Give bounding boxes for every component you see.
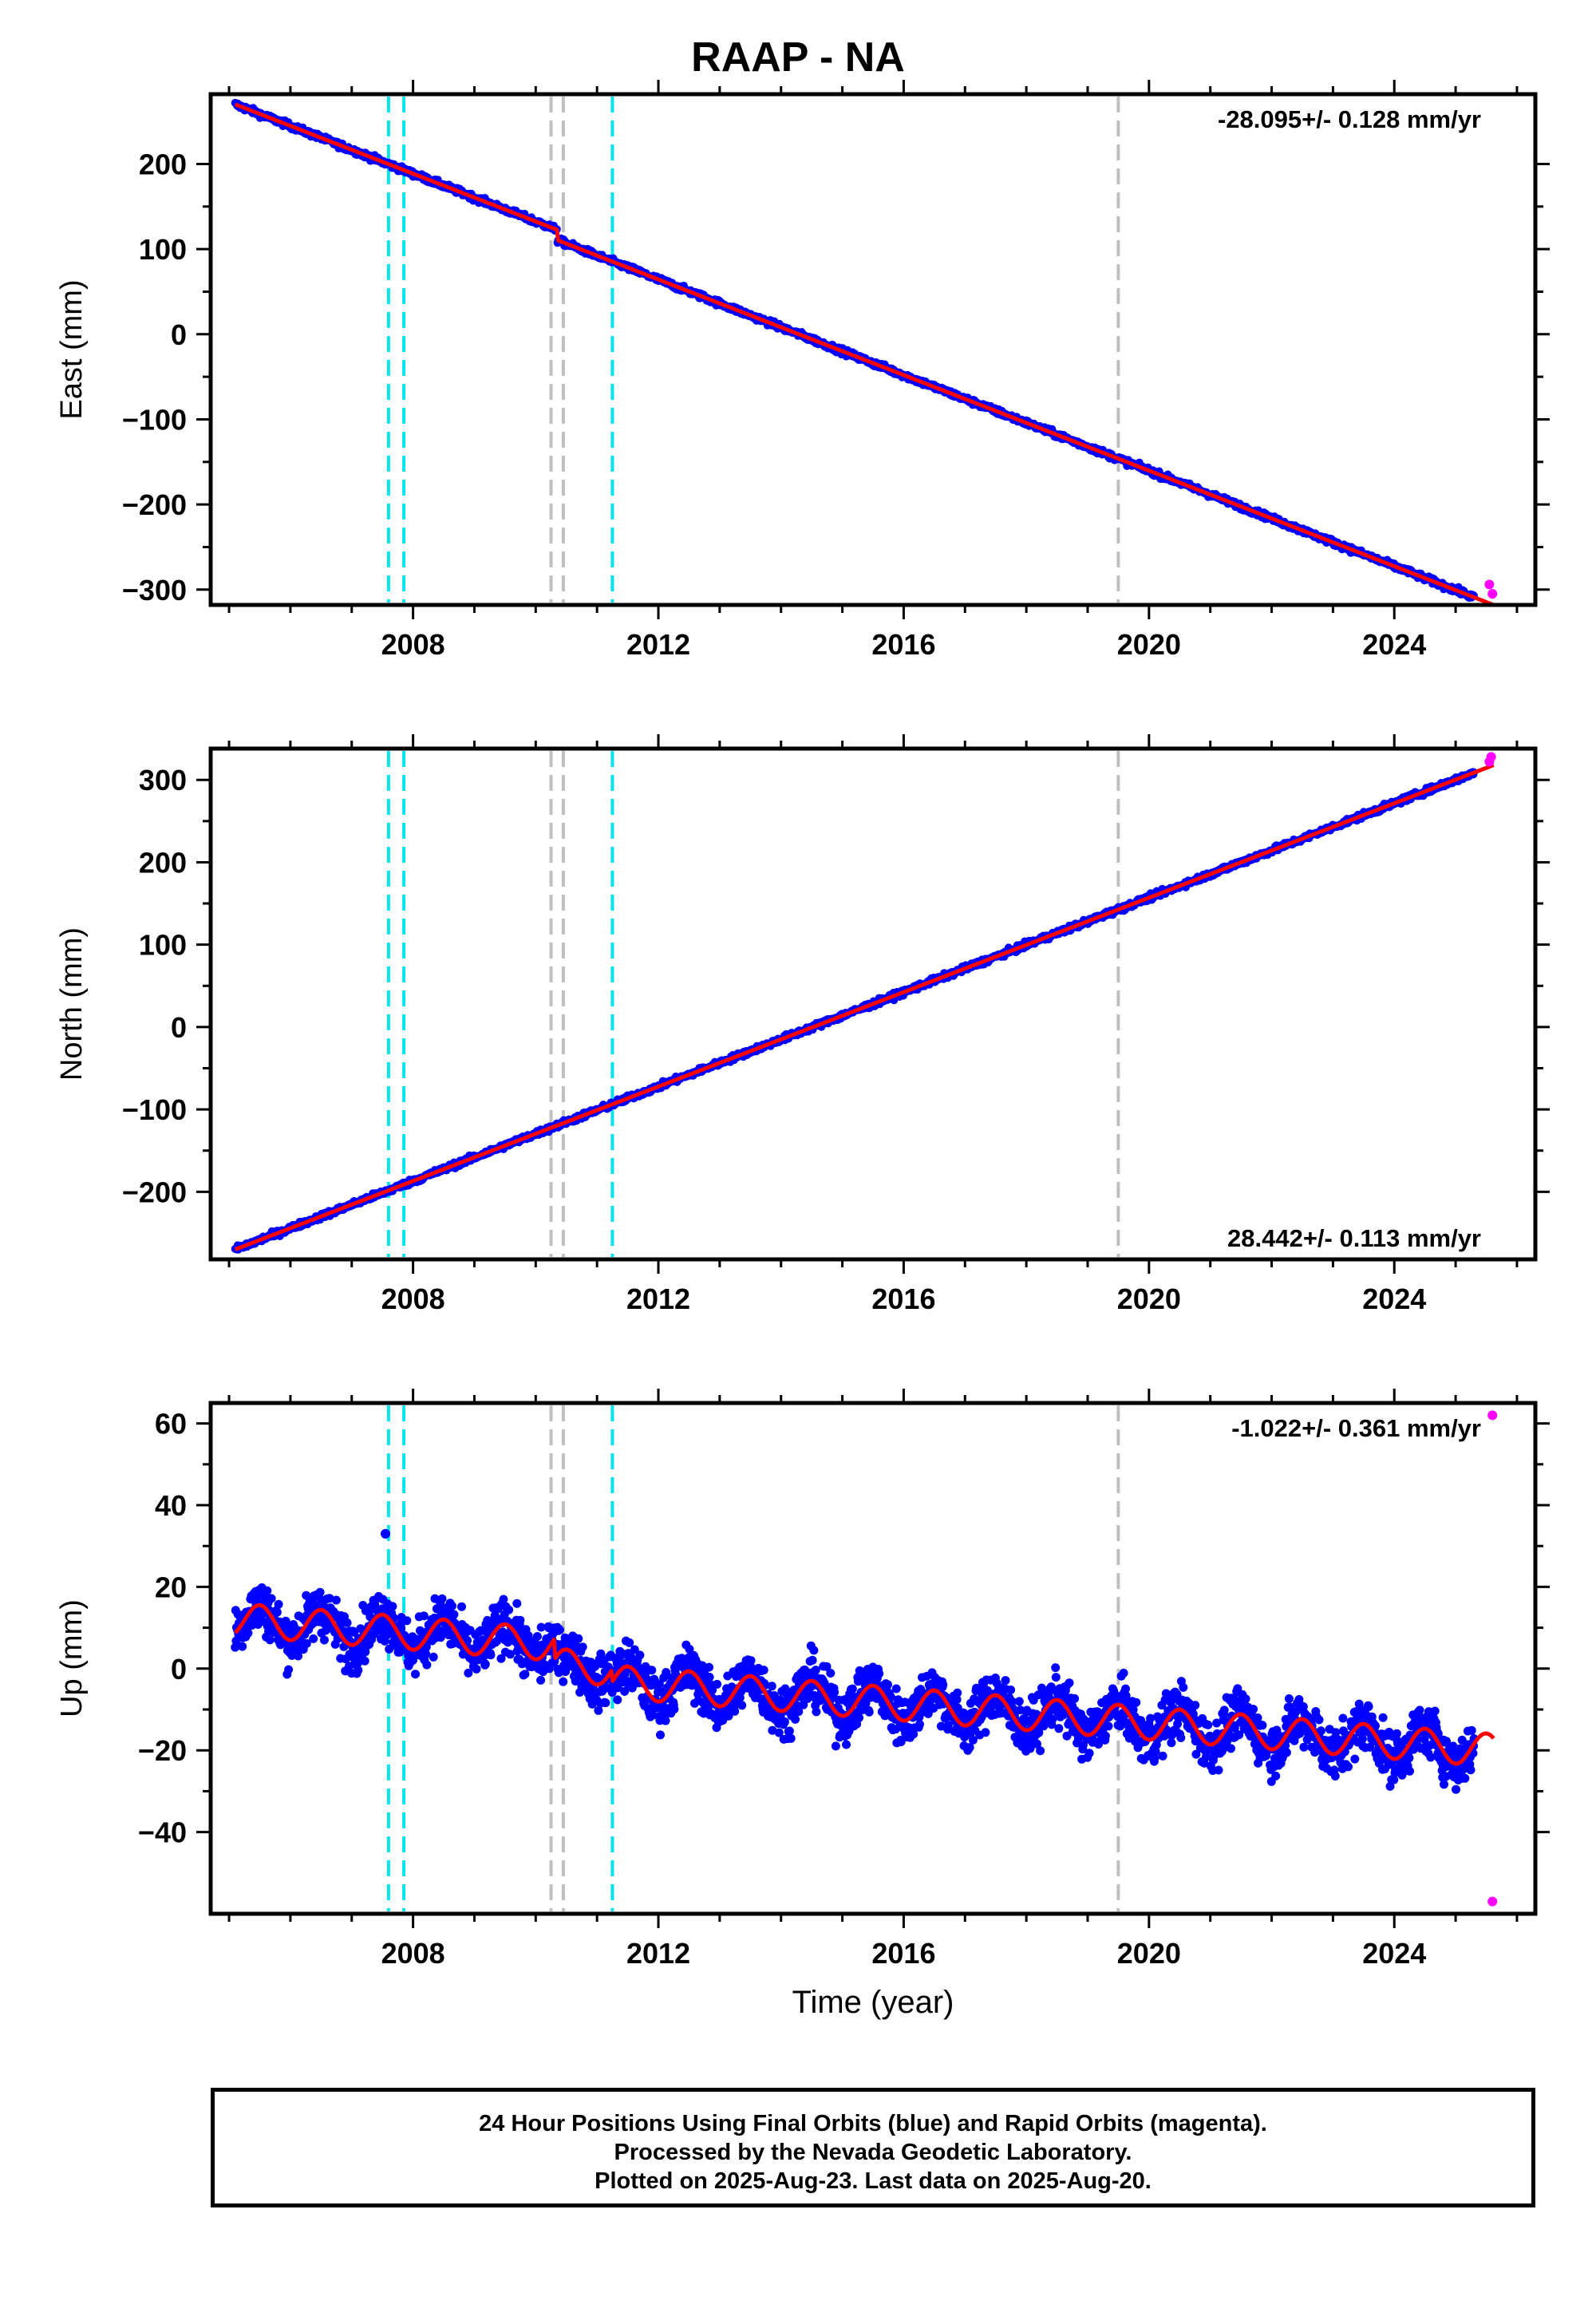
data-point-final xyxy=(613,1695,622,1705)
rate-label: 28.442+/- 0.113 mm/yr xyxy=(1227,1224,1481,1252)
data-point-final xyxy=(411,1670,420,1679)
x-tick-label: 2024 xyxy=(1362,1282,1426,1315)
data-point-rapid xyxy=(1484,579,1495,590)
data-point-final xyxy=(516,1615,525,1625)
data-point-final xyxy=(504,1605,514,1614)
data-point-final xyxy=(555,1625,564,1634)
data-point-rapid xyxy=(1487,589,1498,599)
model-curve xyxy=(234,763,1495,1251)
panel-north: 2008 2012 2016 2020 2024 −200 −100 0 100 200 300 No… xyxy=(55,734,1550,1315)
data-point-final xyxy=(263,1586,272,1595)
y-tick-label: −100 xyxy=(122,403,187,436)
data-point-final xyxy=(319,1635,329,1645)
data-layer xyxy=(231,752,1496,1254)
data-point-final xyxy=(309,1634,318,1643)
data-point-final xyxy=(448,1601,456,1611)
y-tick-label: −200 xyxy=(122,1176,187,1208)
data-point-final xyxy=(272,1607,282,1617)
data-point-final xyxy=(238,1642,247,1651)
x-tick-label: 2012 xyxy=(626,1282,690,1315)
data-point-final xyxy=(480,1659,490,1669)
data-point-final xyxy=(578,1642,587,1652)
data-point-final xyxy=(472,1664,481,1674)
y-tick-label: 200 xyxy=(139,148,187,180)
y-tick-label: 100 xyxy=(139,929,187,962)
data-point-final xyxy=(354,1666,363,1675)
y-tick-label: 300 xyxy=(139,764,187,796)
data-layer xyxy=(231,1410,1498,1907)
rate-label: -28.095+/- 0.128 mm/yr xyxy=(1218,105,1481,133)
data-point-final xyxy=(331,1595,341,1605)
data-point-final xyxy=(512,1599,522,1608)
x-tick-label: 2008 xyxy=(381,1282,445,1315)
data-point-final xyxy=(559,1677,568,1686)
data-point-final xyxy=(536,1675,546,1685)
data-point-final xyxy=(486,1650,496,1660)
data-point-final xyxy=(402,1616,412,1626)
data-point-final xyxy=(429,1652,438,1662)
x-tick-label: 2024 xyxy=(1362,628,1426,661)
data-point-final xyxy=(274,1599,283,1609)
y-tick-label: −300 xyxy=(122,574,187,607)
page-title: RAAP - NA xyxy=(691,34,905,81)
y-tick-label: 0 xyxy=(171,1011,187,1044)
data-point-final xyxy=(388,1602,397,1611)
panel-east: 2008 2012 2016 2020 2024 −300 −200 −100 0 100 200 E… xyxy=(55,80,1550,661)
plot-frame xyxy=(208,92,1538,607)
data-point-rapid xyxy=(1486,752,1496,762)
data-layer xyxy=(231,98,1498,605)
data-point-final xyxy=(520,1670,530,1679)
data-point-final xyxy=(422,1660,432,1670)
data-point-final xyxy=(449,1610,459,1619)
data-point-final xyxy=(243,1628,253,1638)
x-tick-label: 2008 xyxy=(381,628,445,661)
data-point-final xyxy=(267,1594,276,1603)
model-curve xyxy=(234,102,1495,605)
y-axis-label: East (mm) xyxy=(55,279,89,419)
y-tick-label: −200 xyxy=(122,488,187,521)
data-point-final xyxy=(342,1618,352,1627)
x-tick-label: 2016 xyxy=(871,1282,935,1315)
data-point-final xyxy=(437,1594,447,1603)
data-point-final xyxy=(265,1635,275,1645)
data-point-final xyxy=(457,1602,466,1611)
data-point-final xyxy=(419,1611,429,1621)
data-point-final xyxy=(360,1656,369,1666)
data-point-final xyxy=(601,1698,610,1708)
y-tick-label: 100 xyxy=(139,233,187,266)
y-tick-label: 0 xyxy=(171,318,187,351)
x-tick-label: 2016 xyxy=(871,628,935,661)
data-point-final xyxy=(315,1587,325,1597)
y-axis-label: North (mm) xyxy=(55,927,89,1081)
y-tick-label: −100 xyxy=(122,1093,187,1126)
x-tick-label: 2020 xyxy=(1117,628,1181,661)
data-point-final xyxy=(574,1634,583,1643)
y-tick-label: 200 xyxy=(139,846,187,879)
x-tick-label: 2012 xyxy=(626,628,690,661)
data-point-final xyxy=(284,1665,294,1674)
data-point-final xyxy=(532,1632,542,1641)
x-tick-label: 2020 xyxy=(1117,1282,1181,1315)
